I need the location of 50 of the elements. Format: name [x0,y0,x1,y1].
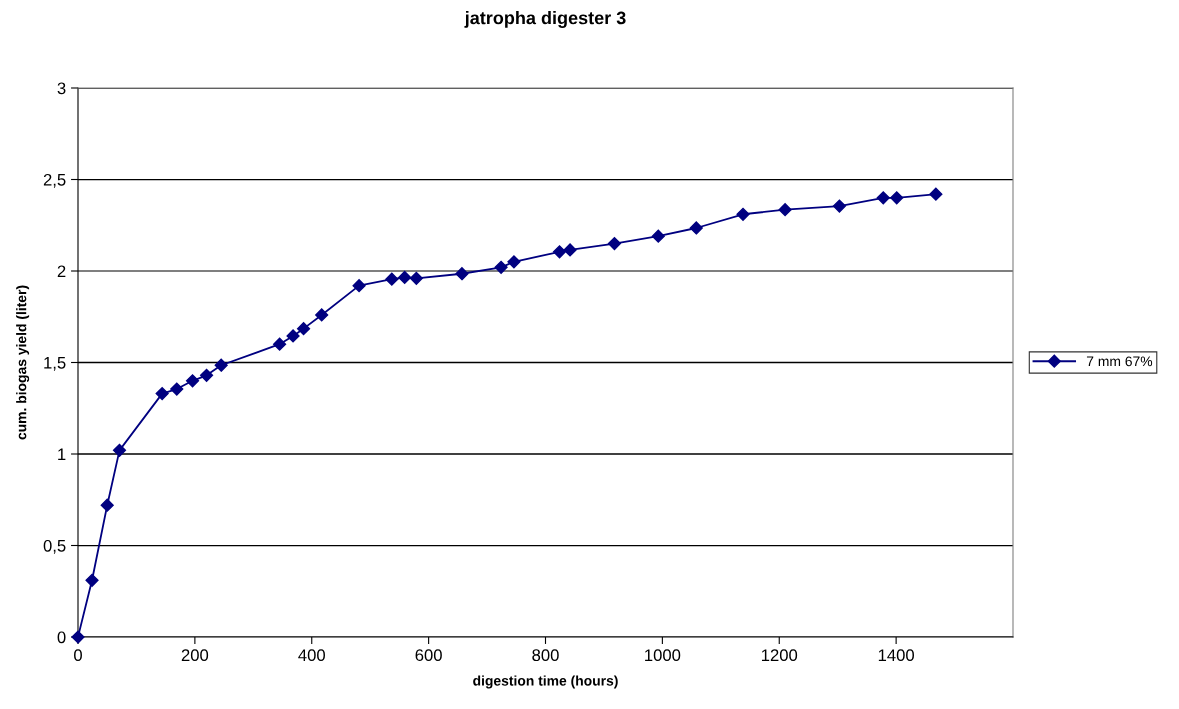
point [170,382,184,396]
point [112,443,127,457]
y-tick-label: 2 [57,265,66,278]
point [494,260,508,274]
x-tick-label: 400 [298,649,325,662]
point [563,243,577,257]
chart-title: jatropha digester 3 [464,11,626,28]
point [185,374,200,388]
legend-label: 7 mm 67% [1086,356,1153,367]
y-axis-title: cum. biogas yield (liter) [16,285,30,440]
point [778,203,792,217]
point [155,387,169,401]
y-tick-label: 1 [58,448,66,461]
x-tick-label: 200 [181,649,209,662]
x-tick-label: 1000 [645,649,681,662]
point [398,270,412,284]
x-axis-title: digestion time (hours) [473,675,618,689]
point [607,236,622,251]
x-tick-label: 1400 [878,649,915,662]
x-tick-label: 800 [532,649,559,662]
x-tick-label: 0 [74,649,82,662]
point [214,358,228,372]
point [929,187,943,201]
point [651,229,665,243]
point [736,207,750,221]
point [100,498,114,512]
point [273,337,287,351]
x-tick-label: 1200 [761,649,798,662]
point [455,267,469,281]
point [352,279,366,293]
point [199,368,214,382]
point [315,308,329,322]
y-tick-label: 1,5 [44,357,66,371]
y-tick-label: 0,5 [43,539,66,554]
y-tick-label: 2,5 [43,173,66,188]
y-tick-label: 3 [57,82,66,95]
point [552,245,567,259]
point [409,271,423,285]
point [507,255,521,269]
y-tick-label: 0 [57,631,66,644]
point [385,272,399,286]
point [286,329,300,343]
point [296,322,311,336]
point [832,199,847,213]
point [876,191,890,205]
point [71,630,85,644]
point [689,221,703,235]
point [85,573,99,587]
point [890,191,904,205]
x-tick-label: 600 [415,649,442,662]
